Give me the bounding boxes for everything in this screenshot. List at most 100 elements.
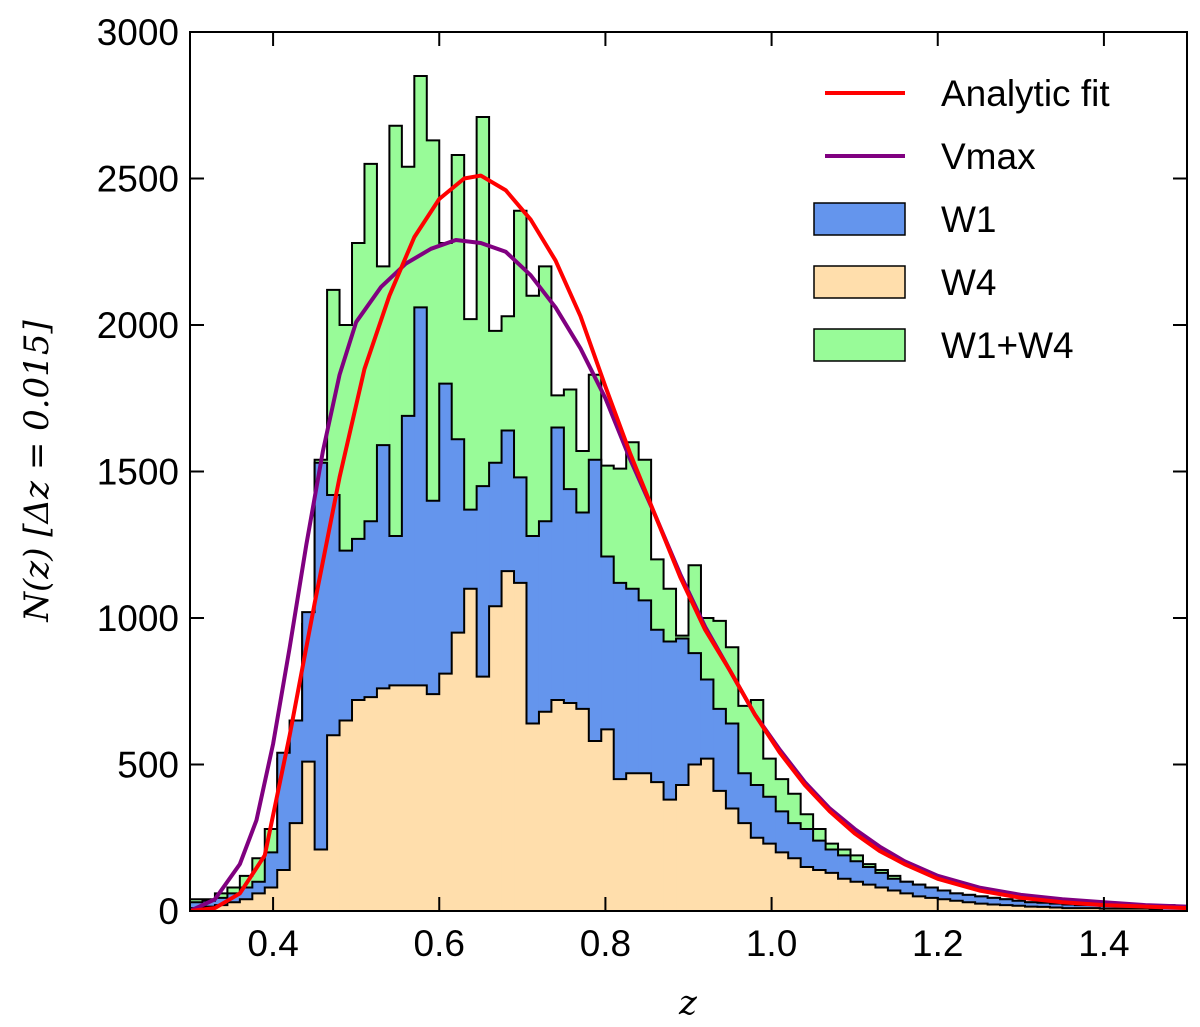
w4-bar <box>426 694 440 911</box>
w4-bar <box>962 902 976 911</box>
w4-bar <box>838 878 851 911</box>
legend-label: W1+W4 <box>941 325 1074 366</box>
w4-bar <box>414 685 428 911</box>
x-axis-label: z <box>678 983 698 1023</box>
w4-bar <box>813 869 826 911</box>
w4-bar <box>576 708 590 911</box>
legend-swatch <box>813 202 906 236</box>
w4-bar <box>900 893 914 911</box>
y-axis-label: N(z) [Δz = 0.015] <box>17 320 57 623</box>
w4-bar <box>1099 908 1113 911</box>
w4-bar <box>663 799 677 911</box>
w4-bar <box>1137 908 1151 911</box>
w4-bar <box>526 723 540 911</box>
w4-bar <box>389 685 403 911</box>
w4-bar <box>688 764 702 911</box>
legend: Analytic fit Vmax W1 W4 W1+W4 <box>813 73 1110 366</box>
w4-bar <box>1124 908 1138 911</box>
w4-bar <box>651 782 664 911</box>
w4-bar <box>252 893 266 911</box>
w4-bar <box>1000 905 1013 911</box>
w4-bar <box>763 843 777 911</box>
w4-bar <box>314 849 328 911</box>
w4-bar <box>713 790 727 911</box>
w4-bar <box>227 902 241 911</box>
w4-bar <box>264 887 278 911</box>
w4-bar <box>588 741 602 911</box>
w4-bar <box>700 758 714 911</box>
w4-bar <box>1049 907 1063 911</box>
w4-bar <box>937 899 951 911</box>
w4-bar <box>912 896 926 911</box>
legend-item-analytic-fit: Analytic fit <box>825 73 1110 114</box>
y-tick-label: 1500 <box>97 452 179 493</box>
w4-bar <box>277 869 291 911</box>
w4-bar <box>489 606 502 911</box>
w4-bar <box>1087 908 1101 911</box>
w4-bar <box>862 884 876 911</box>
legend-item-w1: W1 <box>813 199 997 240</box>
w4-bar <box>514 582 527 911</box>
w4-histogram <box>190 570 1164 911</box>
w4-bar <box>850 881 864 911</box>
legend-item-w4: W4 <box>813 262 997 303</box>
w4-bar <box>975 903 988 911</box>
y-tick-label: 2000 <box>97 305 179 346</box>
w4-bar <box>1012 905 1026 911</box>
w4-bar <box>925 897 939 911</box>
w1-outline <box>190 306 1187 911</box>
w1-bar <box>314 462 328 911</box>
y-tick-label: 2500 <box>97 159 179 200</box>
w4-bar <box>551 700 565 911</box>
w4-bar <box>339 720 353 911</box>
axis-ticks: 0.4 0.6 0.8 1.0 1.2 1.4 0 500 1000 1500 2000 2500 30… <box>97 12 1187 964</box>
fit-lines-layer <box>190 173 1187 911</box>
legend-label: W1 <box>941 199 997 240</box>
y-tick-label: 1000 <box>97 598 179 639</box>
y-tick-label: 3000 <box>97 12 179 53</box>
x-tick-label: 1.4 <box>1078 923 1129 964</box>
w4-bar <box>1024 906 1038 911</box>
w4-bar <box>364 697 378 911</box>
legend-label: Analytic fit <box>941 73 1110 114</box>
w4-bar <box>214 905 228 911</box>
w4-bar <box>563 702 577 911</box>
w4-bar <box>738 823 752 911</box>
analytic-fit-line <box>190 173 1187 911</box>
legend-item-w1-w4: W1+W4 <box>813 325 1074 366</box>
w4-bar <box>1062 908 1076 911</box>
w4-bar <box>638 773 652 911</box>
x-tick-label: 1.2 <box>912 923 963 964</box>
w4-bar <box>464 588 478 911</box>
w4-bar <box>289 823 303 911</box>
w4-bar <box>950 900 964 911</box>
w4-bar <box>376 688 390 911</box>
histogram-layer <box>190 74 1187 911</box>
y-tick-label: 0 <box>158 891 179 932</box>
w4-bar <box>239 899 253 911</box>
w4-bar <box>626 773 640 911</box>
x-tick-label: 0.6 <box>414 923 465 964</box>
vmax-line <box>190 238 1187 911</box>
w4-bar <box>302 761 316 911</box>
w4-bar <box>750 837 764 911</box>
w4-bar <box>887 890 901 911</box>
w4-bar <box>987 904 1001 911</box>
w4-bar <box>1112 908 1126 911</box>
w4-bar <box>1037 906 1051 911</box>
x-tick-label: 0.4 <box>247 923 298 964</box>
w4-bar <box>401 685 415 911</box>
w4-bar <box>788 858 802 911</box>
x-tick-label: 0.8 <box>580 923 631 964</box>
w4-bar <box>676 785 689 911</box>
w4-bar <box>327 735 340 911</box>
w4-bar <box>775 852 789 911</box>
w4-bar <box>451 632 465 911</box>
w4-bar <box>825 872 839 911</box>
w4-bar <box>725 808 739 911</box>
w4-outline <box>190 570 1164 911</box>
x-tick-label: 1.0 <box>746 923 797 964</box>
w4-bar <box>875 887 889 911</box>
w4-bar <box>501 571 515 911</box>
